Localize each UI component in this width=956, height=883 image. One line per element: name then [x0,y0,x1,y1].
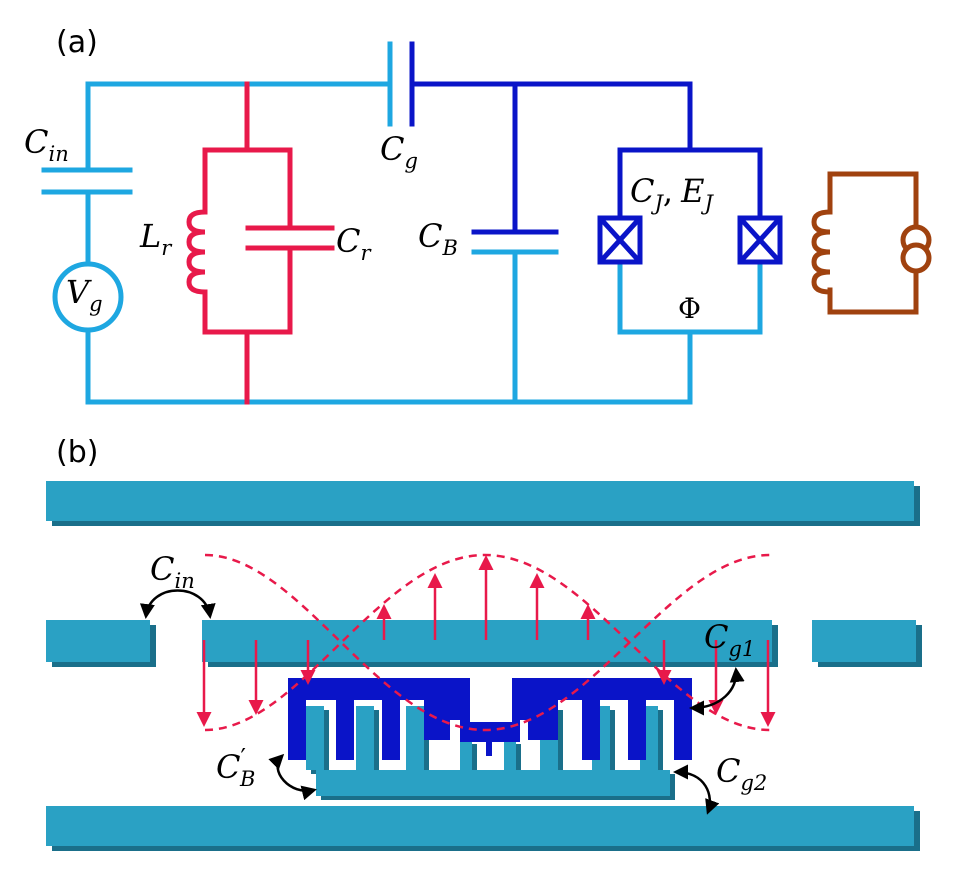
label-c-in-b: Cin [150,550,195,593]
resonator [186,81,335,405]
label-c-in: Cin [24,123,69,166]
transmon-island-top [288,678,692,760]
center-conductor [46,620,922,667]
voltage-source-icon [52,261,124,333]
label-phi: Φ [678,292,701,325]
flux-bias-circuit [811,171,919,315]
transmon-island-bottom [306,706,675,800]
label-c-g: Cg [380,130,418,173]
label-c-g2: Cg2 [716,752,767,795]
panel-b-tag: (b) [56,435,98,470]
ground-plane-top [46,481,920,526]
label-v-g: Vg [66,273,103,316]
josephson-junction-icon [597,215,643,265]
label-l-r: Lr [139,217,173,260]
qubit-wires [409,41,763,235]
josephson-junction-icon [737,215,783,265]
label-c-r: Cr [336,222,372,265]
input-circuit-wires [41,41,763,405]
current-source-icon [900,224,932,274]
label-c-j-e-j: CJ, EJ [630,172,714,215]
label-c-b: CB [418,217,458,260]
panel-a-tag: (a) [56,25,98,60]
capacitance-arrows [139,589,745,815]
label-c-b-prime: C′ B [216,744,255,791]
label-c-g1: Cg1 [704,618,755,661]
ground-plane-bottom [46,806,920,851]
